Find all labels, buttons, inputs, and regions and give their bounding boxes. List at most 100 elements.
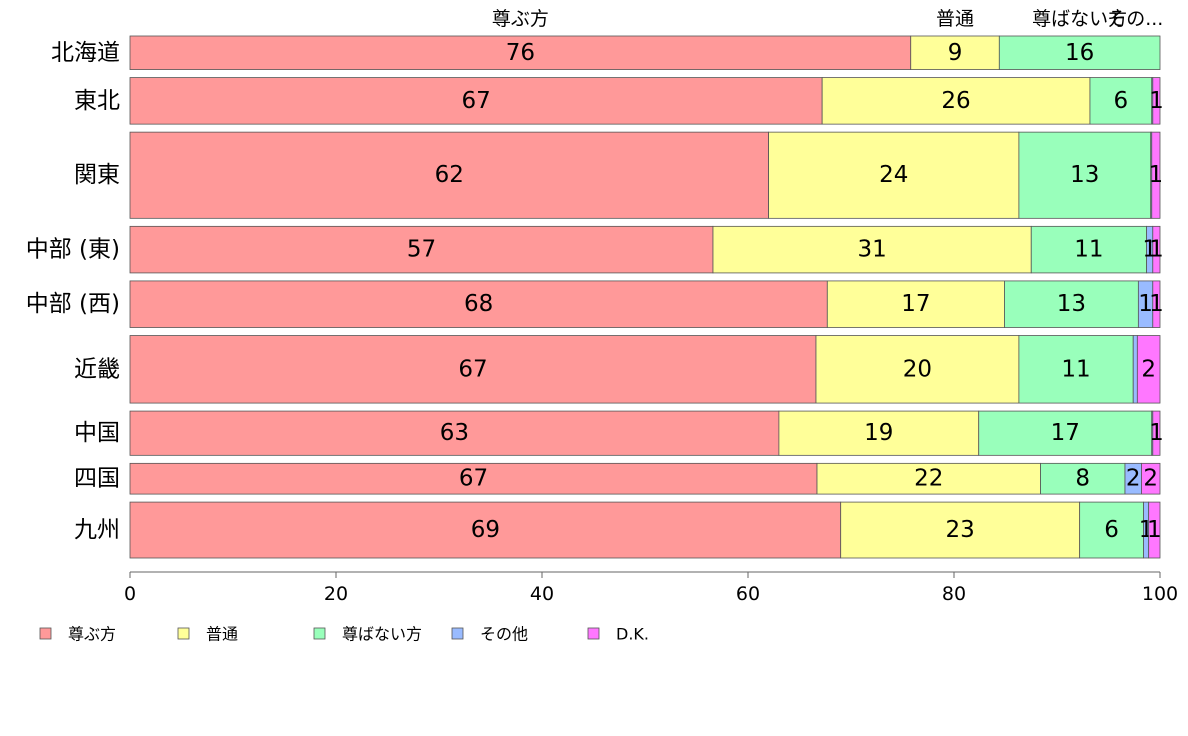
x-tick-label: 80: [942, 583, 966, 605]
legend-item: その他: [451, 625, 528, 644]
legend-item: 尊ばない方: [313, 625, 422, 644]
bar-row: 76 9 16: [129, 35, 1161, 70]
x-tick-label: 20: [324, 583, 348, 605]
bar-segment: [1136, 335, 1161, 404]
category-label: 中国: [74, 420, 120, 446]
category-label: 関東: [74, 162, 120, 188]
bar-row: 62 24 13 1: [129, 131, 1164, 219]
x-axis: 0 20 40 60 80 100: [124, 571, 1178, 605]
category-label: 近畿: [74, 356, 120, 382]
segment-value-label: 67: [459, 466, 488, 492]
segment-value-label: 68: [464, 291, 493, 317]
segment-value-label: 62: [435, 162, 464, 188]
legend-label: 普通: [206, 625, 238, 644]
legend-swatch: [587, 627, 600, 640]
bar-row: 68 17 13 11: [129, 280, 1164, 328]
segment-value-label: 17: [1051, 420, 1080, 446]
legend-item: 普通: [177, 625, 238, 644]
x-tick-label: 40: [530, 583, 554, 605]
bar-segment: [1141, 462, 1161, 495]
bar-segment: [1151, 131, 1161, 219]
segment-value-label: 11: [1061, 356, 1090, 382]
bar-segment: [998, 35, 1161, 70]
bar-segment: [815, 335, 1020, 404]
bar-segment: [1018, 335, 1134, 404]
bar-segment: [840, 501, 1081, 559]
x-tick-label: 100: [1142, 583, 1178, 605]
segment-value-label: 1: [1149, 88, 1164, 114]
bar-segment: [129, 462, 818, 495]
segment-value-label: 17: [901, 291, 930, 317]
bar-segment: [1089, 77, 1153, 125]
bar-segment: [1018, 131, 1152, 219]
legend-label: 尊ばない方: [342, 625, 422, 644]
bar-segment: [1148, 501, 1161, 559]
legend-label: その他: [480, 625, 528, 644]
x-tick-label: 0: [124, 583, 136, 605]
segment-value-label: 6: [1104, 517, 1119, 543]
segment-value-label: 24: [879, 162, 908, 188]
legend-swatch: [177, 627, 190, 640]
bar-segment: [129, 77, 823, 125]
bar-segment: [1030, 225, 1148, 274]
legend-label: D.K.: [616, 625, 649, 644]
bar-segment: [821, 77, 1091, 125]
bar-segment: [1152, 410, 1161, 456]
bar-segment: [1079, 501, 1144, 559]
bar-segment: [1004, 280, 1139, 328]
segment-value-label: 1: [1149, 162, 1164, 188]
segment-value-label: 9: [948, 40, 963, 66]
segment-value-label: 2: [1143, 466, 1158, 492]
bar-segment: [129, 335, 817, 404]
segment-value-label: 57: [407, 237, 436, 263]
segment-value-label: 16: [1065, 40, 1094, 66]
bar-segment: [129, 280, 828, 328]
bar-segment: [129, 501, 842, 559]
bar-segment: [712, 225, 1032, 274]
segment-value-label: 2: [1141, 356, 1156, 382]
legend: 尊ぶ方 普通 尊ばない方 その他 D.K.: [39, 625, 649, 644]
legend-swatch: [451, 627, 464, 640]
top-series-labels: 尊ぶ方 普通 尊ばない方その...: [492, 8, 1163, 30]
segment-value-label: 69: [471, 517, 500, 543]
category-label: 東北: [74, 88, 120, 114]
segment-value-label: 31: [857, 237, 886, 263]
bar-row: 57 31 11 11: [129, 225, 1164, 274]
segment-value-label: 67: [458, 356, 487, 382]
top-series-label: 尊ばない方: [1032, 8, 1127, 30]
top-series-label: 尊ぶ方: [492, 8, 549, 30]
segment-value-label: 22: [914, 466, 943, 492]
legend-swatch: [39, 627, 52, 640]
segment-value-label: 63: [440, 420, 469, 446]
bar-row: 63 19 17 1: [129, 410, 1164, 456]
segment-value-label: 1: [1149, 237, 1164, 263]
segment-value-label: 1: [1138, 291, 1153, 317]
legend-item: D.K.: [587, 625, 649, 644]
bar-row: 67 20 11 2: [129, 335, 1161, 404]
segment-value-label: 13: [1057, 291, 1086, 317]
bar-segment: [1152, 225, 1161, 274]
segment-value-label: 2: [1126, 466, 1141, 492]
category-label: 北海道: [51, 40, 120, 66]
bar-segment: [778, 410, 980, 456]
segment-value-label: 11: [1074, 237, 1103, 263]
bar-segment: [978, 410, 1153, 456]
segment-value-label: 19: [864, 420, 893, 446]
bar-row: 67 22 8 2 2: [129, 462, 1161, 495]
bar-row: 69 23 6 11: [129, 501, 1162, 559]
segment-value-label: 20: [903, 356, 932, 382]
category-label: 中部 (西): [26, 291, 120, 317]
top-series-label: 普通: [936, 8, 974, 30]
bar-segment: [816, 462, 1041, 495]
segment-value-label: 13: [1070, 162, 1099, 188]
bar-segment: [129, 410, 780, 456]
bar-segment: [129, 225, 714, 274]
category-label: 中部 (東): [26, 237, 120, 263]
legend-item: 尊ぶ方: [39, 625, 116, 644]
segment-value-label: 26: [941, 88, 970, 114]
segment-value-label: 8: [1075, 466, 1090, 492]
category-label: 九州: [74, 517, 120, 543]
